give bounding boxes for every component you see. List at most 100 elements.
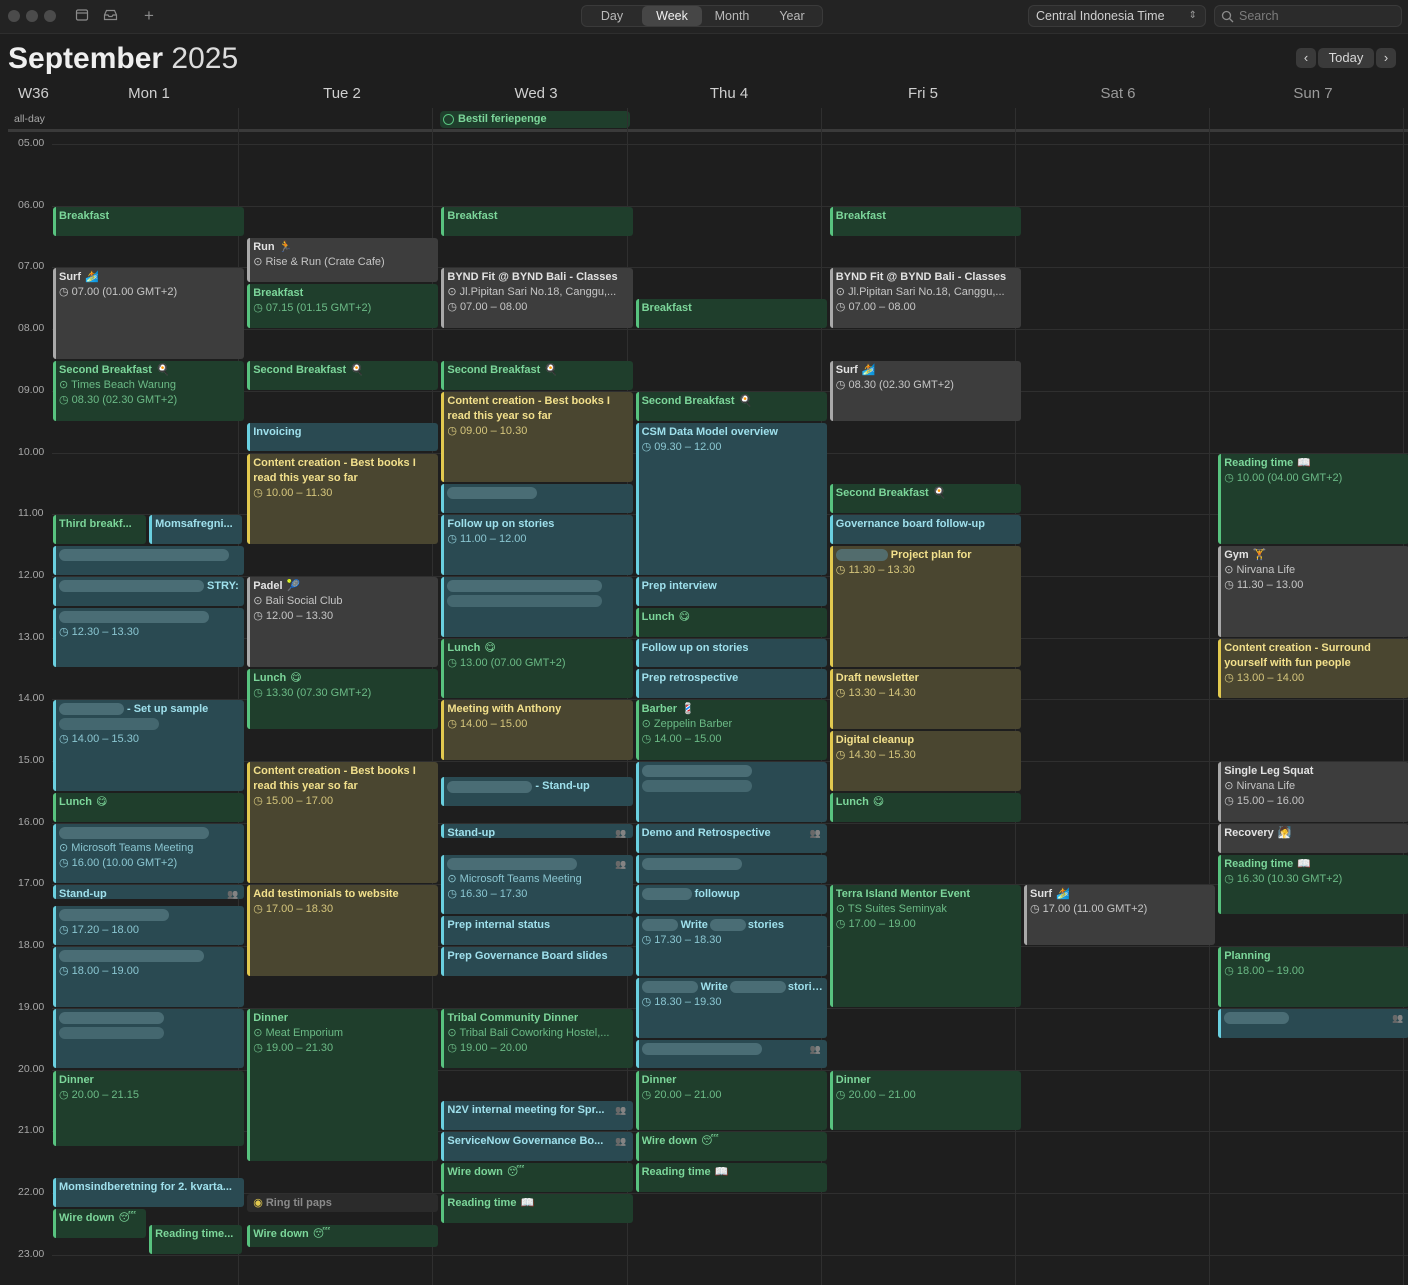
calendar-event[interactable]: Lunch 😋	[829, 792, 1021, 822]
calendar-event[interactable]	[441, 576, 633, 637]
allday-event[interactable]: Bestil feriepenge	[440, 111, 630, 128]
calendar-event[interactable]: Prep retrospective	[635, 669, 827, 699]
calendar-event[interactable]: Second Breakfast 🍳	[829, 484, 1021, 514]
day-header[interactable]: Fri 5	[908, 85, 938, 102]
search-input[interactable]: Search	[1214, 5, 1402, 27]
add-event-icon[interactable]: +	[144, 6, 154, 25]
calendar-event[interactable]: Content creation - Best books I read this…	[441, 391, 633, 483]
calendar-event[interactable]: Reading time 📖 ◷ 10.00 (04.00 GMT+2)	[1218, 453, 1408, 545]
calendar-event[interactable]: Digital cleanup ◷ 14.30 – 15.30	[829, 731, 1021, 791]
view-year-tab[interactable]: Year	[779, 9, 805, 23]
calendar-event[interactable]: Reading time 📖	[441, 1193, 633, 1223]
calendar-event[interactable]: Dinner ⊙ Meat Emporium ◷ 19.00 – 21.30	[247, 1008, 439, 1162]
calendar-event[interactable]: ServiceNow Governance Bo... 👥	[441, 1132, 633, 1162]
calendar-event[interactable]: Governance board follow-up	[829, 515, 1021, 545]
day-header[interactable]: Wed 3	[514, 85, 558, 102]
calendar-event[interactable]: ◷ 18.00 – 19.00	[53, 947, 245, 1007]
day-header[interactable]: Tue 2	[323, 85, 361, 102]
calendar-event[interactable]: Wire down 😴	[53, 1209, 147, 1239]
calendar-event[interactable]	[53, 546, 245, 575]
calendar-event[interactable]: Breakfast	[53, 206, 245, 236]
calendar-event[interactable]: Second Breakfast 🍳	[247, 360, 439, 390]
calendar-event[interactable]: Recovery 🧖	[1218, 823, 1408, 853]
calendar-event[interactable]: Second Breakfast 🍳 ⊙ Times Beach Warung ◷ 0…	[53, 360, 245, 421]
calendar-event[interactable]: Barber 💈 ⊙ Zeppelin Barber ◷ 14.00 – 15.00	[635, 700, 827, 760]
calendar-event[interactable]: Follow up on stories ◷ 11.00 – 12.00	[441, 515, 633, 575]
calendar-event[interactable]: Single Leg Squat ⊙ Nirvana Life ◷ 15.00 – …	[1218, 762, 1408, 822]
calendar-event[interactable]: Stand-up 👥	[441, 823, 633, 838]
calendar-event[interactable]: Planning ◷ 18.00 – 19.00	[1218, 947, 1408, 1007]
calendar-event[interactable]: Breakfast	[635, 299, 827, 329]
calendar-event[interactable]: Gym 🏋 ⊙ Nirvana Life ◷ 11.30 – 13.00	[1218, 546, 1408, 637]
calendar-event[interactable]: Surf 🏄 ◷ 17.00 (11.00 GMT+2)	[1024, 885, 1216, 946]
calendar-event[interactable]: Surf 🏄 ◷ 08.30 (02.30 GMT+2)	[829, 360, 1021, 421]
checkbox-icon[interactable]	[443, 114, 454, 125]
calendar-event[interactable]: Wire down 😴	[247, 1224, 439, 1248]
calendar-event[interactable]: Breakfast	[441, 206, 633, 236]
calendar-event[interactable]: Content creation - Surround yourself with…	[1218, 638, 1408, 699]
calendar-event[interactable]: Second Breakfast 🍳	[441, 360, 633, 390]
calendar-event[interactable]: Lunch 😋	[53, 792, 245, 822]
next-week-button[interactable]: ›	[1376, 48, 1396, 68]
previous-week-button[interactable]: ‹	[1296, 48, 1316, 68]
calendar-event[interactable]: Breakfast	[829, 206, 1021, 236]
calendar-event[interactable]: Breakfast ◷ 07.15 (01.15 GMT+2)	[247, 283, 439, 329]
calendar-event[interactable]: Tribal Community Dinner ⊙ Tribal Bali Cow…	[441, 1008, 633, 1069]
calendar-event[interactable]: ⊙ Microsoft Teams Meeting ◷ 16.00 (10.00 …	[53, 823, 245, 884]
calendar-event[interactable]: Lunch 😋	[635, 607, 827, 637]
calendar-event[interactable]: Demo and Retrospective 👥	[635, 823, 827, 853]
calendar-event[interactable]: Invoicing	[247, 422, 439, 452]
calendar-event[interactable]: 👥 ⊙ Microsoft Teams Meeting ◷ 16.30 – 17.3…	[441, 854, 633, 915]
calendar-event[interactable]: Third breakf...	[53, 515, 147, 545]
calendar-event[interactable]: Lunch 😋 ◷ 13.00 (07.00 GMT+2)	[441, 638, 633, 699]
calendar-event[interactable]: - Stand-up	[441, 777, 633, 807]
calendar-event[interactable]: Reading time...	[149, 1224, 243, 1254]
calendar-event[interactable]: BYND Fit @ BYND Bali - Classes ⊙ Jl.Pipit…	[829, 268, 1021, 329]
calendar-event[interactable]: Reading time 📖	[635, 1163, 827, 1192]
calendar-event[interactable]: Stand-up 👥	[53, 885, 245, 900]
day-header[interactable]: Thu 4	[709, 85, 749, 102]
calendar-event[interactable]: Momsindberetning for 2. kvarta...	[53, 1178, 245, 1208]
timezone-select[interactable]: Central Indonesia Time ⇕	[1028, 5, 1206, 27]
calendar-event[interactable]: Draft newsletter ◷ 13.30 – 14.30	[829, 669, 1021, 730]
calendar-event[interactable]: Wire down 😴	[635, 1132, 827, 1162]
calendar-event[interactable]: Content creation - Best books I read this…	[247, 762, 439, 884]
calendar-event[interactable]	[635, 854, 827, 884]
calendar-event[interactable]: - Set up sample ◷ 14.00 – 15.30	[53, 700, 245, 791]
calendar-list-icon[interactable]	[74, 8, 90, 24]
calendar-event[interactable]: Padel 🎾 ⊙ Bali Social Club ◷ 12.00 – 13.30	[247, 576, 439, 668]
calendar-event[interactable]: Reading time 📖 ◷ 16.30 (10.30 GMT+2)	[1218, 854, 1408, 915]
calendar-event[interactable]: Project plan for ◷ 11.30 – 13.30	[829, 546, 1021, 668]
calendar-event[interactable]: Write stories ◷ 18.30 – 19.30	[635, 977, 827, 1038]
calendar-event[interactable]: Write stories ◷ 17.30 – 18.30	[635, 916, 827, 976]
calendar-event[interactable]: ◷ 17.20 – 18.00	[53, 905, 245, 946]
window-zoom-button[interactable]	[44, 10, 56, 22]
calendar-event[interactable]: Meeting with Anthony ◷ 14.00 – 15.00	[441, 700, 633, 760]
calendar-event[interactable]: Dinner ◷ 20.00 – 21.15	[53, 1070, 245, 1146]
calendar-event[interactable]	[441, 484, 633, 514]
view-week-tab[interactable]: Week	[642, 6, 702, 26]
calendar-event[interactable]: Terra Island Mentor Event ⊙ TS Suites Sem…	[829, 885, 1021, 1007]
calendar-event[interactable]: Prep Governance Board slides	[441, 947, 633, 976]
day-header[interactable]: Mon 1	[128, 85, 170, 102]
today-button[interactable]: Today	[1318, 48, 1374, 68]
calendar-event[interactable]: Run 🏃 ⊙ Rise & Run (Crate Cafe)	[247, 237, 439, 282]
window-close-button[interactable]	[8, 10, 20, 22]
calendar-event[interactable]: ◷ 12.30 – 13.30	[53, 607, 245, 668]
view-month-tab[interactable]: Month	[714, 9, 750, 23]
calendar-event[interactable]: N2V internal meeting for Spr... 👥	[441, 1101, 633, 1131]
calendar-event[interactable]: Dinner ◷ 20.00 – 21.00	[635, 1070, 827, 1131]
calendar-event[interactable]: Add testimonials to website ◷ 17.00 – 18.…	[247, 885, 439, 976]
calendar-event[interactable]: Prep internal status	[441, 916, 633, 946]
day-header[interactable]: Sun 7	[1293, 85, 1333, 102]
inbox-icon[interactable]	[102, 8, 118, 24]
reminder-circle-icon[interactable]: ◉	[253, 1196, 266, 1209]
calendar-event[interactable]: ◉ Ring til paps	[247, 1193, 439, 1213]
calendar-event[interactable]: Content creation - Best books I read this…	[247, 453, 439, 545]
calendar-event[interactable]: Wire down 😴	[441, 1163, 633, 1192]
calendar-event[interactable]: Momsafregni...	[149, 515, 243, 545]
calendar-event[interactable]: Follow up on stories	[635, 638, 827, 668]
calendar-event[interactable]: followup	[635, 885, 827, 915]
calendar-event[interactable]: Prep interview	[635, 576, 827, 606]
calendar-event[interactable]: STRY:	[53, 576, 245, 606]
